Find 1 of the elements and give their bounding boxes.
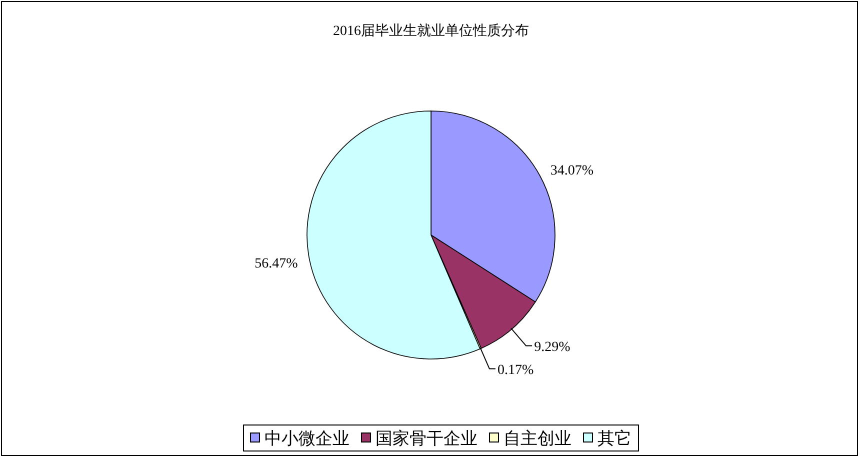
title: 2016届毕业生就业单位性质分布 (333, 24, 529, 39)
